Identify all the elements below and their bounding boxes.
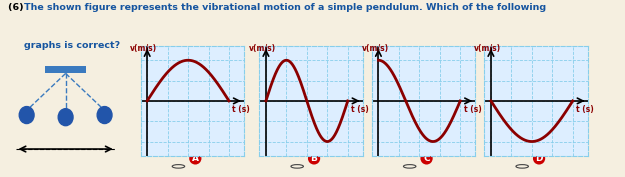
Circle shape: [58, 109, 73, 126]
Text: t (s): t (s): [351, 105, 369, 114]
Text: graphs is correct?: graphs is correct?: [24, 41, 120, 50]
Text: D: D: [535, 154, 542, 163]
Text: t (s): t (s): [464, 105, 481, 114]
Text: t (s): t (s): [232, 105, 250, 114]
Text: t (s): t (s): [576, 105, 594, 114]
Text: The shown figure represents the vibrational motion of a simple pendulum. Which o: The shown figure represents the vibratio…: [24, 3, 546, 12]
Text: v(m/s): v(m/s): [474, 44, 501, 53]
Circle shape: [97, 107, 112, 124]
FancyBboxPatch shape: [45, 66, 86, 73]
Text: v(m/s): v(m/s): [362, 44, 389, 53]
Text: A: A: [192, 154, 199, 163]
Text: v(m/s): v(m/s): [131, 44, 158, 53]
Circle shape: [19, 107, 34, 124]
Text: (6): (6): [8, 3, 26, 12]
Text: v(m/s): v(m/s): [249, 44, 276, 53]
Text: C: C: [423, 154, 430, 163]
Text: B: B: [311, 154, 318, 163]
